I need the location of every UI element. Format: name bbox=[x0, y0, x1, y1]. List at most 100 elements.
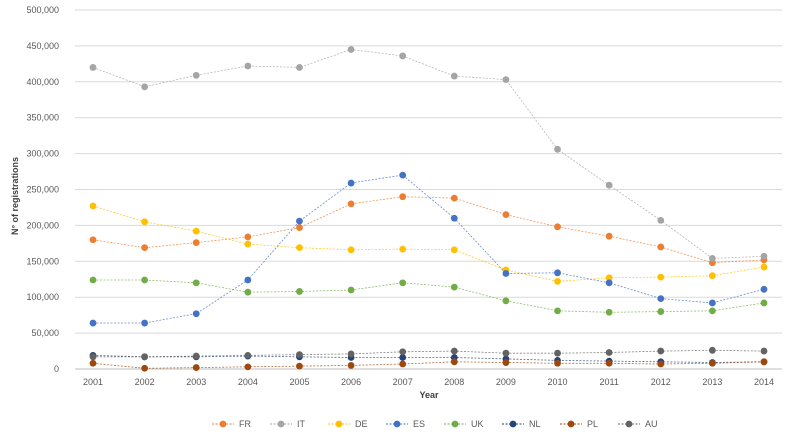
data-point bbox=[244, 240, 252, 248]
data-point bbox=[244, 351, 252, 359]
data-point bbox=[760, 358, 768, 366]
legend-item-es: ES bbox=[386, 419, 425, 429]
data-point bbox=[141, 218, 149, 226]
data-point bbox=[89, 64, 97, 71]
data-point bbox=[502, 211, 510, 219]
legend-label: ES bbox=[413, 419, 425, 429]
series-lines bbox=[89, 46, 768, 372]
data-point bbox=[399, 348, 407, 356]
data-point bbox=[502, 297, 510, 305]
data-point bbox=[244, 363, 252, 371]
data-point bbox=[89, 202, 97, 210]
data-point bbox=[347, 200, 355, 208]
legend: FR IT DE ES UK NL PL AU bbox=[212, 419, 658, 429]
data-point bbox=[141, 364, 149, 372]
x-tick-label: 2012 bbox=[651, 377, 671, 387]
data-point bbox=[89, 236, 97, 244]
data-point bbox=[554, 278, 561, 285]
data-point bbox=[605, 232, 613, 240]
legend-marker bbox=[277, 420, 285, 428]
data-point bbox=[657, 295, 665, 303]
y-tick-label: 500,000 bbox=[26, 5, 59, 15]
x-tick-label: 2003 bbox=[186, 377, 206, 387]
y-tick-label: 50,000 bbox=[31, 328, 59, 338]
x-tick-label: 2013 bbox=[702, 377, 722, 387]
x-tick-label: 2014 bbox=[754, 377, 774, 387]
series-pl bbox=[89, 358, 768, 372]
data-point bbox=[244, 276, 252, 284]
gridlines bbox=[75, 9, 782, 334]
legend-item-it: IT bbox=[270, 419, 306, 429]
data-point bbox=[399, 171, 407, 179]
data-point bbox=[502, 349, 510, 357]
data-point bbox=[708, 255, 716, 262]
x-tick-label: 2008 bbox=[444, 377, 464, 387]
series-fr bbox=[89, 193, 768, 267]
data-point bbox=[605, 308, 613, 316]
data-point bbox=[554, 145, 561, 153]
legend-marker bbox=[509, 420, 517, 428]
y-tick-label: 450,000 bbox=[26, 41, 59, 51]
legend-marker bbox=[219, 420, 227, 428]
legend-marker bbox=[451, 420, 459, 428]
legend-label: IT bbox=[297, 419, 306, 429]
data-point bbox=[554, 269, 561, 277]
data-point bbox=[347, 286, 355, 294]
y-tick-labels: 0 50,000 100,000 150,000 200,000 250,000 300,0… bbox=[26, 5, 59, 374]
data-point bbox=[554, 359, 561, 367]
series-line bbox=[92, 49, 765, 259]
legend-item-fr: FR bbox=[212, 419, 251, 429]
series-de bbox=[89, 202, 768, 285]
series-line bbox=[92, 196, 765, 264]
data-point bbox=[657, 360, 665, 368]
data-point bbox=[502, 359, 510, 366]
y-tick-label: 250,000 bbox=[26, 185, 59, 195]
data-point bbox=[502, 76, 510, 84]
data-point bbox=[450, 358, 458, 366]
x-tick-label: 2002 bbox=[135, 377, 155, 387]
x-axis-title: Year bbox=[419, 390, 439, 400]
series-line bbox=[93, 174, 765, 324]
series-uk bbox=[89, 276, 768, 316]
data-point bbox=[708, 299, 716, 307]
series-line bbox=[92, 361, 765, 369]
y-tick-label: 400,000 bbox=[26, 77, 59, 87]
x-tick-label: 2005 bbox=[289, 377, 309, 387]
legend-label: UK bbox=[471, 419, 484, 429]
data-point bbox=[296, 224, 303, 231]
data-point bbox=[760, 347, 768, 355]
data-point bbox=[605, 279, 613, 287]
y-tick-label: 100,000 bbox=[26, 292, 59, 302]
y-tick-label: 200,000 bbox=[26, 220, 59, 230]
legend-marker bbox=[567, 420, 575, 428]
data-point bbox=[296, 244, 303, 252]
series-it bbox=[89, 46, 768, 262]
y-tick-label: 0 bbox=[54, 364, 59, 374]
data-point bbox=[347, 246, 355, 254]
data-point bbox=[296, 217, 303, 225]
legend-item-de: DE bbox=[328, 419, 368, 429]
data-point bbox=[450, 347, 458, 355]
data-point bbox=[244, 288, 252, 296]
data-point bbox=[89, 319, 97, 327]
data-point bbox=[657, 308, 665, 315]
x-tick-label: 2009 bbox=[496, 377, 516, 387]
data-point bbox=[141, 353, 149, 361]
data-point bbox=[192, 310, 200, 318]
data-point bbox=[192, 279, 200, 287]
data-point bbox=[605, 181, 613, 189]
series-nl bbox=[89, 351, 768, 366]
data-point bbox=[708, 359, 716, 367]
x-tick-label: 2010 bbox=[548, 377, 568, 387]
data-point bbox=[708, 272, 716, 280]
data-point bbox=[296, 64, 303, 71]
data-point bbox=[399, 279, 407, 287]
y-axis-title: N° of registrations bbox=[10, 157, 20, 235]
data-point bbox=[89, 359, 97, 367]
data-point bbox=[347, 362, 355, 369]
data-point bbox=[657, 347, 665, 355]
legend-item-au: AU bbox=[618, 419, 658, 429]
data-point bbox=[450, 214, 458, 222]
data-point bbox=[605, 274, 613, 282]
